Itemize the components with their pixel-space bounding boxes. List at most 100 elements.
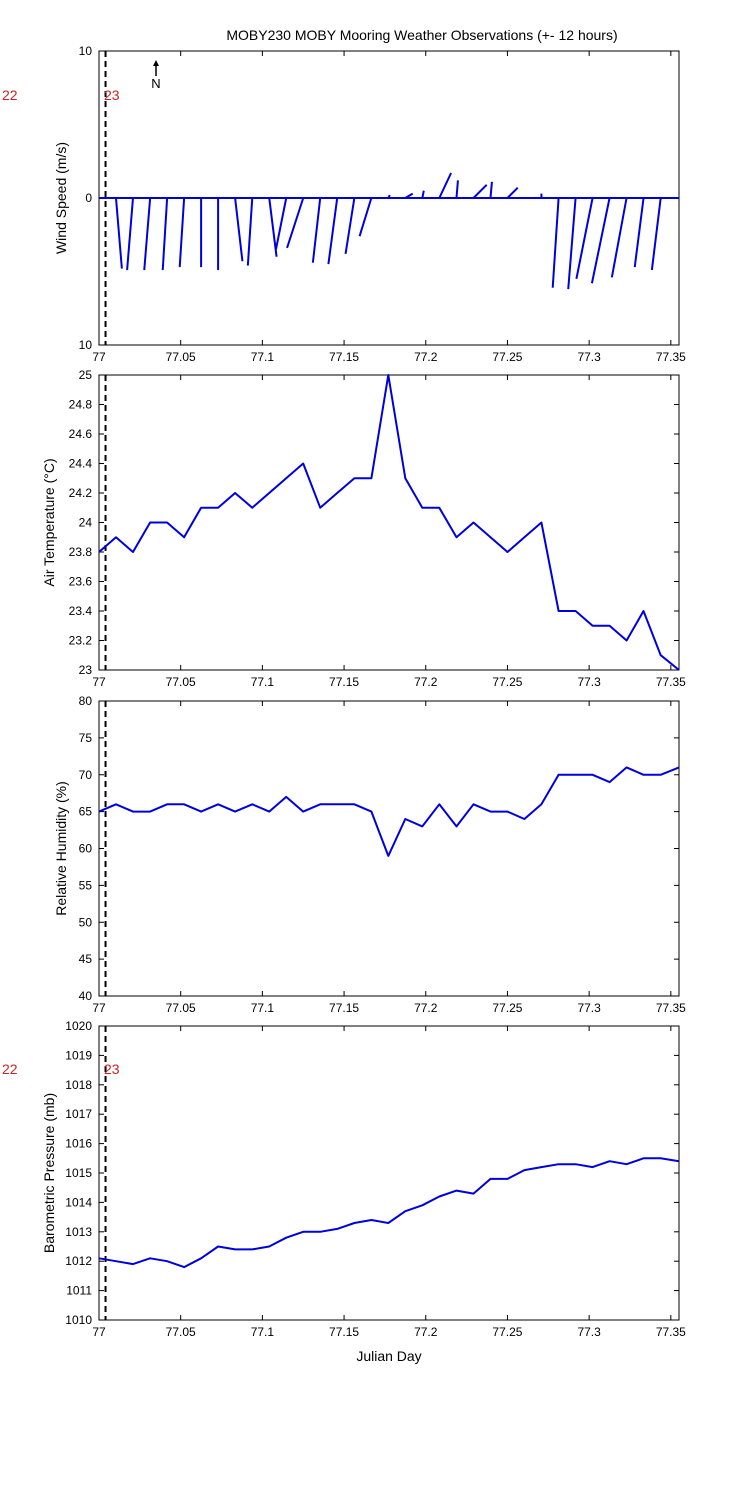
y-tick-label: 1010 <box>65 1313 92 1327</box>
y-tick-label: 10 <box>79 44 93 58</box>
wind-vector <box>358 197 373 237</box>
y-tick-label: 24.6 <box>69 427 93 441</box>
x-tick-label: 77.25 <box>492 1325 522 1339</box>
wind-vector <box>178 197 186 268</box>
axes-box <box>98 1025 680 1321</box>
day-marker-left: 22 <box>2 1061 18 1077</box>
wind-vector <box>268 197 278 257</box>
wind-vector <box>274 197 288 250</box>
y-tick-label: 24.8 <box>69 398 93 412</box>
x-tick-label: 77.05 <box>166 350 196 364</box>
figure-title: MOBY230 MOBY Mooring Weather Observation… <box>226 27 617 43</box>
x-tick-label: 77.3 <box>577 1001 601 1015</box>
x-tick-label: 77.2 <box>414 1001 438 1015</box>
x-tick-label: 77.15 <box>329 675 359 689</box>
wind-vector <box>438 172 452 199</box>
x-tick-label: 77.05 <box>166 675 196 689</box>
y-tick-label: 1020 <box>65 1019 92 1033</box>
wind-vector <box>455 180 459 199</box>
x-tick-label: 77.2 <box>414 1325 438 1339</box>
y-tick-label: 10 <box>79 338 93 352</box>
x-tick-label: 77.05 <box>166 1325 196 1339</box>
x-tick-label: 77.2 <box>414 350 438 364</box>
wind-vector <box>114 197 123 269</box>
series-line <box>98 766 680 857</box>
y-tick-label: 24.4 <box>69 457 93 471</box>
y-tick-label: 1015 <box>65 1166 92 1180</box>
x-tick-label: 77.25 <box>492 350 522 364</box>
y-axis-label: Relative Humidity (%) <box>53 781 69 916</box>
x-tick-label: 77.1 <box>251 675 275 689</box>
x-tick-label: 77.15 <box>329 350 359 364</box>
x-tick-label: 77.05 <box>166 1001 196 1015</box>
wind-vector <box>489 181 493 199</box>
x-tick-label: 77.1 <box>251 350 275 364</box>
wind-vector <box>567 197 577 290</box>
wind-vector <box>575 197 594 280</box>
y-tick-label: 65 <box>79 805 93 819</box>
y-tick-label: 23.2 <box>69 634 93 648</box>
x-tick-label: 77.25 <box>492 675 522 689</box>
y-tick-label: 75 <box>79 731 93 745</box>
series-line <box>98 1157 680 1269</box>
wind-vector <box>387 194 391 199</box>
x-tick-label: 77.35 <box>656 350 686 364</box>
y-axis-label: Air Temperature (°C) <box>41 458 57 586</box>
wind-vector <box>143 197 152 271</box>
x-tick-label: 77.3 <box>577 350 601 364</box>
x-tick-label: 77.35 <box>656 675 686 689</box>
x-tick-label: 77.35 <box>656 1001 686 1015</box>
panel-2: 77 77.05 77.1 77.15 77.2 77.25 77.3 77.35 23 23.2… <box>41 368 686 689</box>
x-tick-label: 77 <box>92 1325 106 1339</box>
series-line <box>98 374 680 671</box>
axes-box <box>98 700 680 997</box>
wind-vector <box>590 197 611 284</box>
wind-vector <box>286 197 305 249</box>
day-marker-right: 23 <box>104 87 120 103</box>
panel-3: 77 77.05 77.1 77.15 77.2 77.25 77.3 77.35 40 45 50… <box>53 694 686 1015</box>
panel-4: 77 77.05 77.1 77.15 77.2 77.25 77.3 77.35 1010 10… <box>2 1019 686 1364</box>
x-tick-label: 77.2 <box>414 675 438 689</box>
y-tick-label: 1019 <box>65 1048 92 1062</box>
y-tick-label: 24 <box>79 516 93 530</box>
y-tick-label: 0 <box>85 191 92 205</box>
y-axis-label: Barometric Pressure (mb) <box>41 1093 57 1253</box>
wind-vector <box>506 187 519 199</box>
y-tick-label: 80 <box>79 694 93 708</box>
wind-vector <box>610 197 628 278</box>
y-tick-label: 1011 <box>66 1284 92 1298</box>
y-tick-label: 24.2 <box>69 486 93 500</box>
x-tick-label: 77.15 <box>329 1325 359 1339</box>
y-tick-label: 23.4 <box>69 604 93 618</box>
north-arrow-head-icon <box>153 60 159 66</box>
y-tick-label: 25 <box>79 368 93 382</box>
y-tick-label: 55 <box>79 878 93 892</box>
y-tick-label: 70 <box>79 768 93 782</box>
x-tick-label: 77.3 <box>577 675 601 689</box>
x-tick-label: 77.35 <box>656 1325 686 1339</box>
y-tick-label: 1012 <box>65 1254 92 1268</box>
wind-vector <box>327 197 339 265</box>
panel-1: 77 77.05 77.1 77.15 77.2 77.25 77.3 77.35 10 0 10 W… <box>2 44 686 364</box>
y-tick-label: 23.8 <box>69 545 93 559</box>
wind-vector <box>551 197 560 288</box>
y-axis-label: Wind Speed (m/s) <box>53 142 69 254</box>
north-label: N <box>151 76 160 91</box>
wind-vector <box>246 197 254 266</box>
y-tick-label: 1018 <box>65 1078 92 1092</box>
wind-vector <box>650 197 662 271</box>
y-tick-label: 1017 <box>65 1107 92 1121</box>
wind-vector <box>421 190 425 199</box>
day-marker-right: 23 <box>104 1061 120 1077</box>
x-tick-label: 77 <box>92 350 106 364</box>
wind-vector <box>472 184 488 199</box>
y-tick-label: 45 <box>79 952 93 966</box>
y-tick-label: 60 <box>79 842 93 856</box>
day-marker-left: 22 <box>2 87 18 103</box>
x-tick-label: 77.1 <box>251 1325 275 1339</box>
wind-vector <box>404 192 414 199</box>
wind-vector <box>234 197 244 262</box>
wind-vector <box>311 197 322 263</box>
wind-vector <box>633 197 645 268</box>
